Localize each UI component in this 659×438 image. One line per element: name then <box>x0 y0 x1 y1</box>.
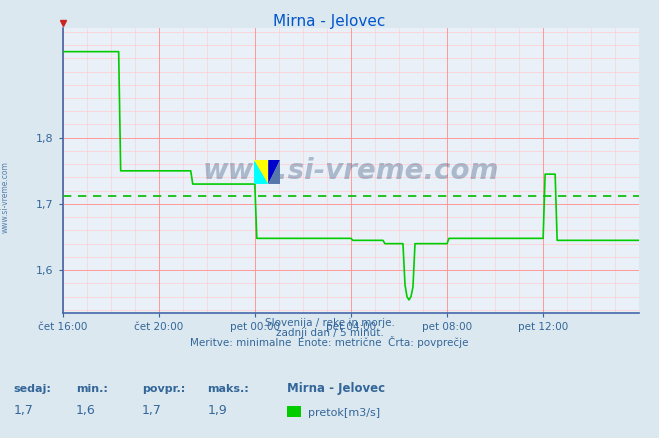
Text: www.si-vreme.com: www.si-vreme.com <box>1 161 10 233</box>
Text: Slovenija / reke in morje.: Slovenija / reke in morje. <box>264 318 395 328</box>
Text: 1,9: 1,9 <box>208 404 227 417</box>
Text: povpr.:: povpr.: <box>142 384 185 394</box>
Polygon shape <box>268 160 280 184</box>
Text: sedaj:: sedaj: <box>13 384 51 394</box>
Text: maks.:: maks.: <box>208 384 249 394</box>
Text: min.:: min.: <box>76 384 107 394</box>
Text: Mirna - Jelovec: Mirna - Jelovec <box>287 382 385 395</box>
Polygon shape <box>254 160 268 184</box>
Text: Meritve: minimalne  Enote: metrične  Črta: povprečje: Meritve: minimalne Enote: metrične Črta:… <box>190 336 469 348</box>
Text: 1,7: 1,7 <box>13 404 33 417</box>
Text: www.si-vreme.com: www.si-vreme.com <box>203 157 499 185</box>
Polygon shape <box>268 160 280 184</box>
Text: zadnji dan / 5 minut.: zadnji dan / 5 minut. <box>275 328 384 338</box>
Polygon shape <box>254 160 268 184</box>
Text: Mirna - Jelovec: Mirna - Jelovec <box>273 14 386 29</box>
Text: 1,6: 1,6 <box>76 404 96 417</box>
Text: pretok[m3/s]: pretok[m3/s] <box>308 408 380 418</box>
Text: 1,7: 1,7 <box>142 404 161 417</box>
